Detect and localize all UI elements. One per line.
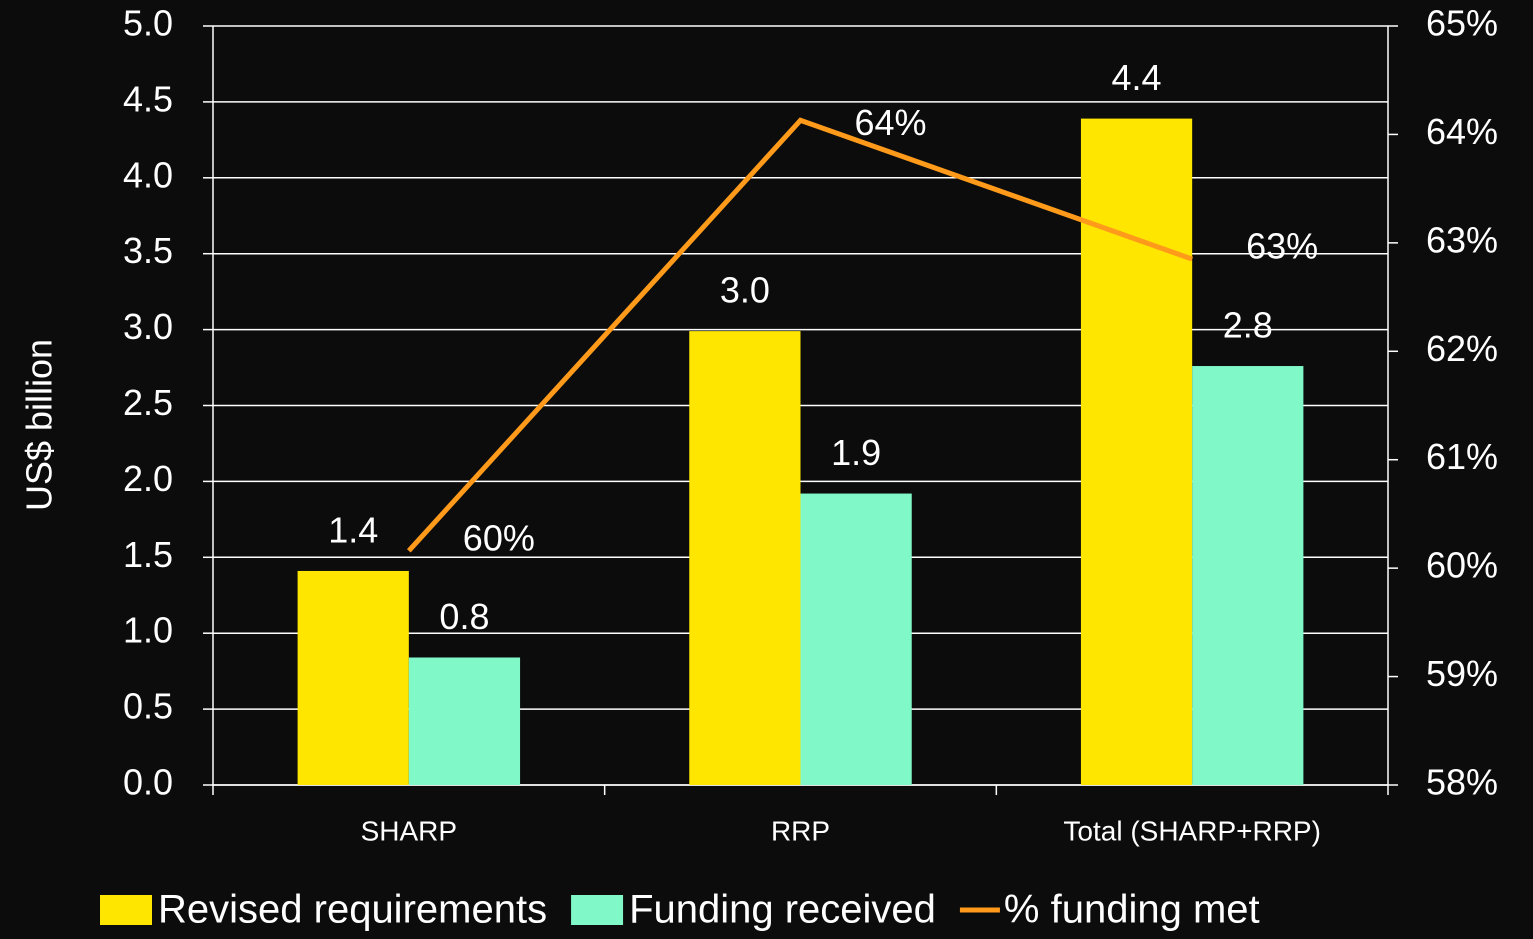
y2-tick-label: 62% — [1426, 328, 1498, 369]
bar — [297, 570, 409, 785]
y2-tick-label: 61% — [1426, 436, 1498, 477]
legend-label: % funding met — [1004, 888, 1260, 932]
y-tick-label: 0.5 — [123, 686, 173, 727]
bar — [689, 331, 801, 785]
x-tick-label: RRP — [771, 815, 830, 846]
y-tick-label: 2.0 — [123, 458, 173, 499]
x-tick-label: Total (SHARP+RRP) — [1063, 815, 1321, 846]
y-tick-label: 1.5 — [123, 534, 173, 575]
x-tick-label: SHARP — [361, 815, 457, 846]
bar — [408, 657, 521, 785]
line — [406, 117, 1194, 553]
y2-tick-label: 63% — [1426, 219, 1498, 260]
y-tick-label: 4.5 — [123, 78, 173, 119]
data-label: 2.8 — [1223, 305, 1273, 346]
y-tick-label: 1.0 — [123, 610, 173, 651]
data-label: 1.9 — [831, 432, 881, 473]
data-label: 0.8 — [439, 596, 489, 637]
y-tick-label: 3.5 — [123, 230, 173, 271]
y2-tick-label: 60% — [1426, 545, 1498, 586]
data-label: 60% — [463, 517, 535, 558]
y-tick-label: 5.0 — [123, 3, 173, 44]
data-label: 63% — [1246, 226, 1318, 267]
bar — [1080, 118, 1193, 785]
y-axis-label: US$ billion — [19, 339, 60, 511]
y2-tick-label: 64% — [1426, 111, 1498, 152]
y2-tick-label: 59% — [1426, 653, 1498, 694]
y2-tick-label: 58% — [1426, 762, 1498, 803]
y-tick-label: 0.0 — [123, 762, 173, 803]
data-label: 3.0 — [720, 270, 770, 311]
y-tick-label: 3.0 — [123, 306, 173, 347]
y-tick-label: 4.0 — [123, 154, 173, 195]
legend-label: Funding received — [629, 888, 936, 932]
data-label: 4.4 — [1112, 57, 1162, 98]
legend-label: Revised requirements — [158, 888, 547, 932]
bar — [1192, 366, 1304, 785]
legend-swatch — [571, 895, 624, 925]
y2-tick-label: 65% — [1426, 3, 1498, 44]
data-label: 1.4 — [328, 509, 378, 550]
data-label: 64% — [854, 102, 926, 143]
bar — [800, 493, 912, 785]
legend-swatch — [100, 895, 152, 925]
y-tick-label: 2.5 — [123, 382, 173, 423]
